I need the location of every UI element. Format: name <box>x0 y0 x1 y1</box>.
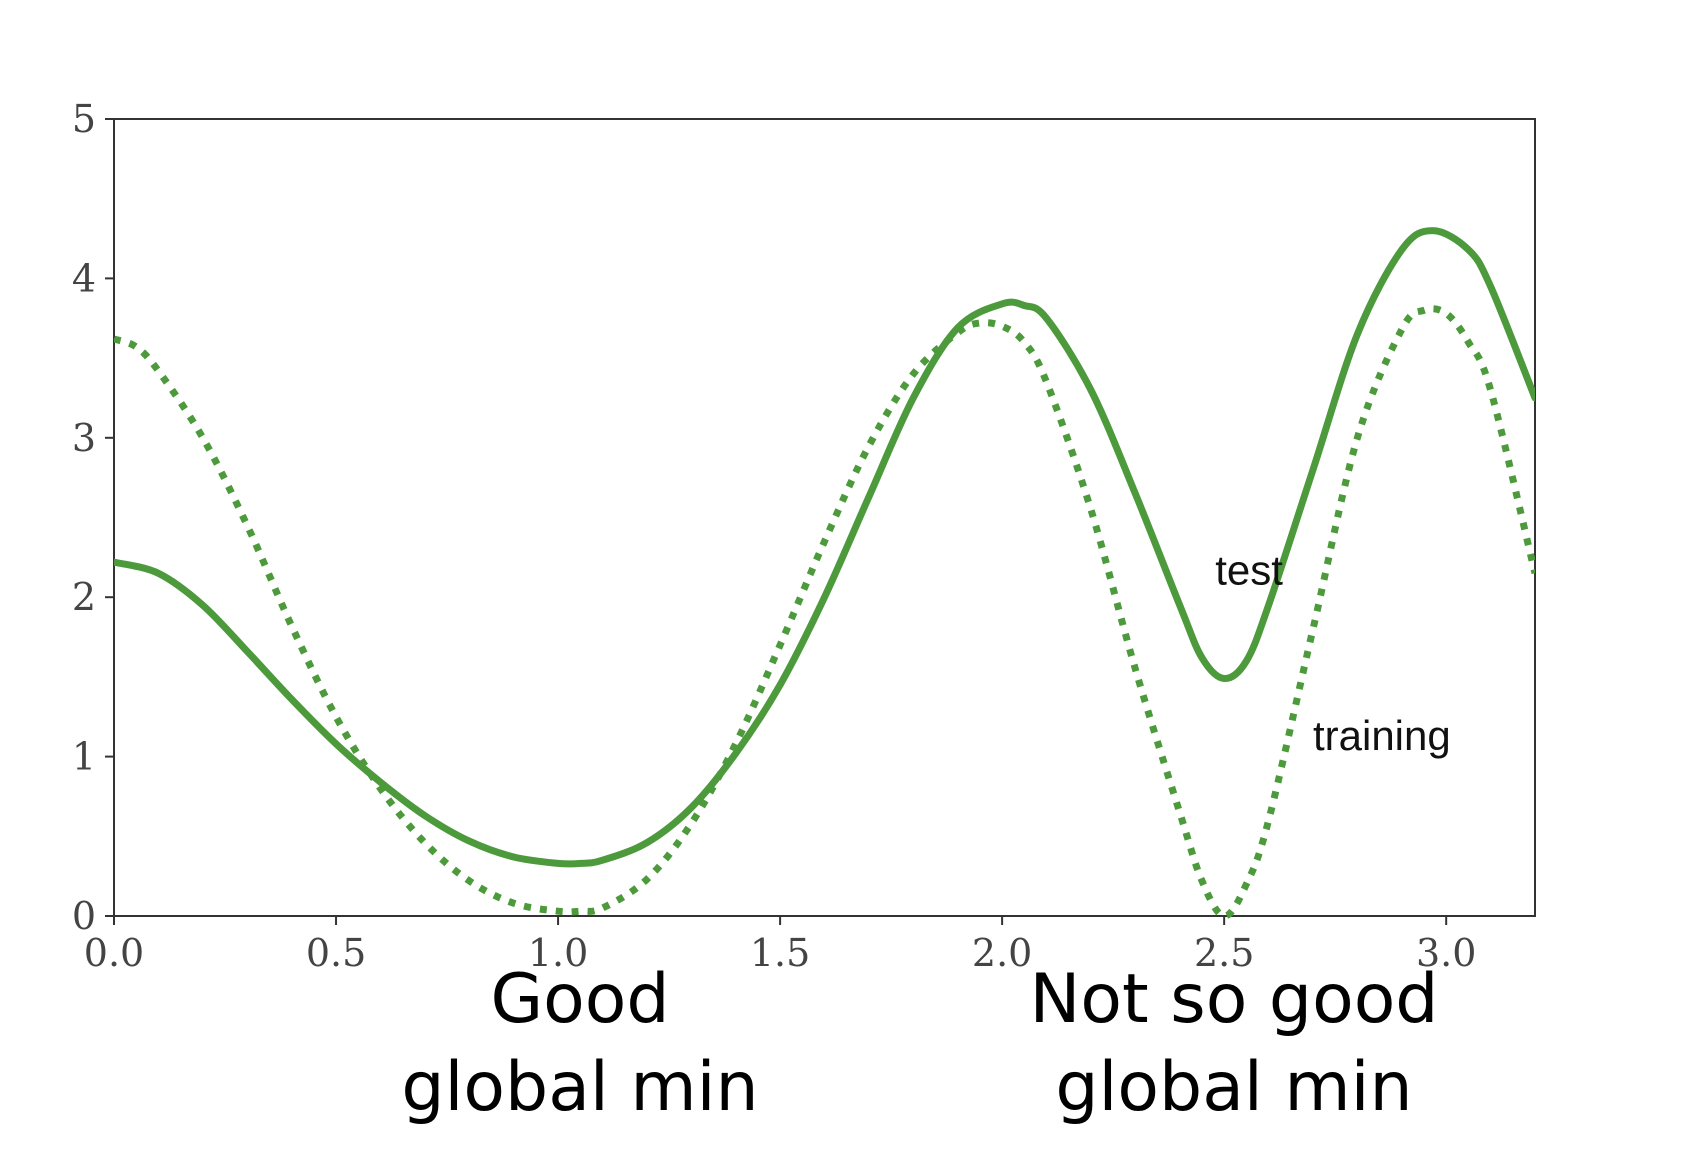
curve-label-test: test <box>1215 546 1283 593</box>
y-tick-label: 3 <box>72 416 96 460</box>
x-tick-label: 3.0 <box>1416 931 1476 975</box>
y-tick-label: 0 <box>72 894 96 938</box>
training-curve <box>114 305 1535 920</box>
y-tick-label: 4 <box>72 256 96 300</box>
x-tick-label: 1.5 <box>750 931 810 975</box>
x-tick-label: 2.0 <box>972 931 1032 975</box>
series-layer <box>114 227 1535 920</box>
curve-label-training: training <box>1313 712 1451 759</box>
y-tick-label: 2 <box>72 575 96 619</box>
caption-not-so-good-line1: Not so good <box>1030 960 1439 1039</box>
plot-area-frame <box>113 118 1536 917</box>
annotation-layer: test training <box>1215 546 1450 759</box>
test-curve <box>114 227 1535 868</box>
y-axis: 0 1 2 3 4 5 <box>72 97 114 938</box>
caption-good-line2: global min <box>401 1048 758 1127</box>
x-axis: 0.0 0.5 1.0 1.5 2.0 2.5 3.0 <box>84 916 1476 975</box>
caption-good-line1: Good <box>490 960 669 1039</box>
y-tick-label: 1 <box>72 735 96 779</box>
caption-not-so-good-line2: global min <box>1055 1048 1412 1127</box>
x-tick-label: 0.5 <box>306 931 366 975</box>
y-tick-label: 5 <box>72 97 96 141</box>
x-tick-label: 1.0 <box>528 931 588 975</box>
x-tick-label: 2.5 <box>1194 931 1254 975</box>
x-tick-label: 0.0 <box>84 931 144 975</box>
